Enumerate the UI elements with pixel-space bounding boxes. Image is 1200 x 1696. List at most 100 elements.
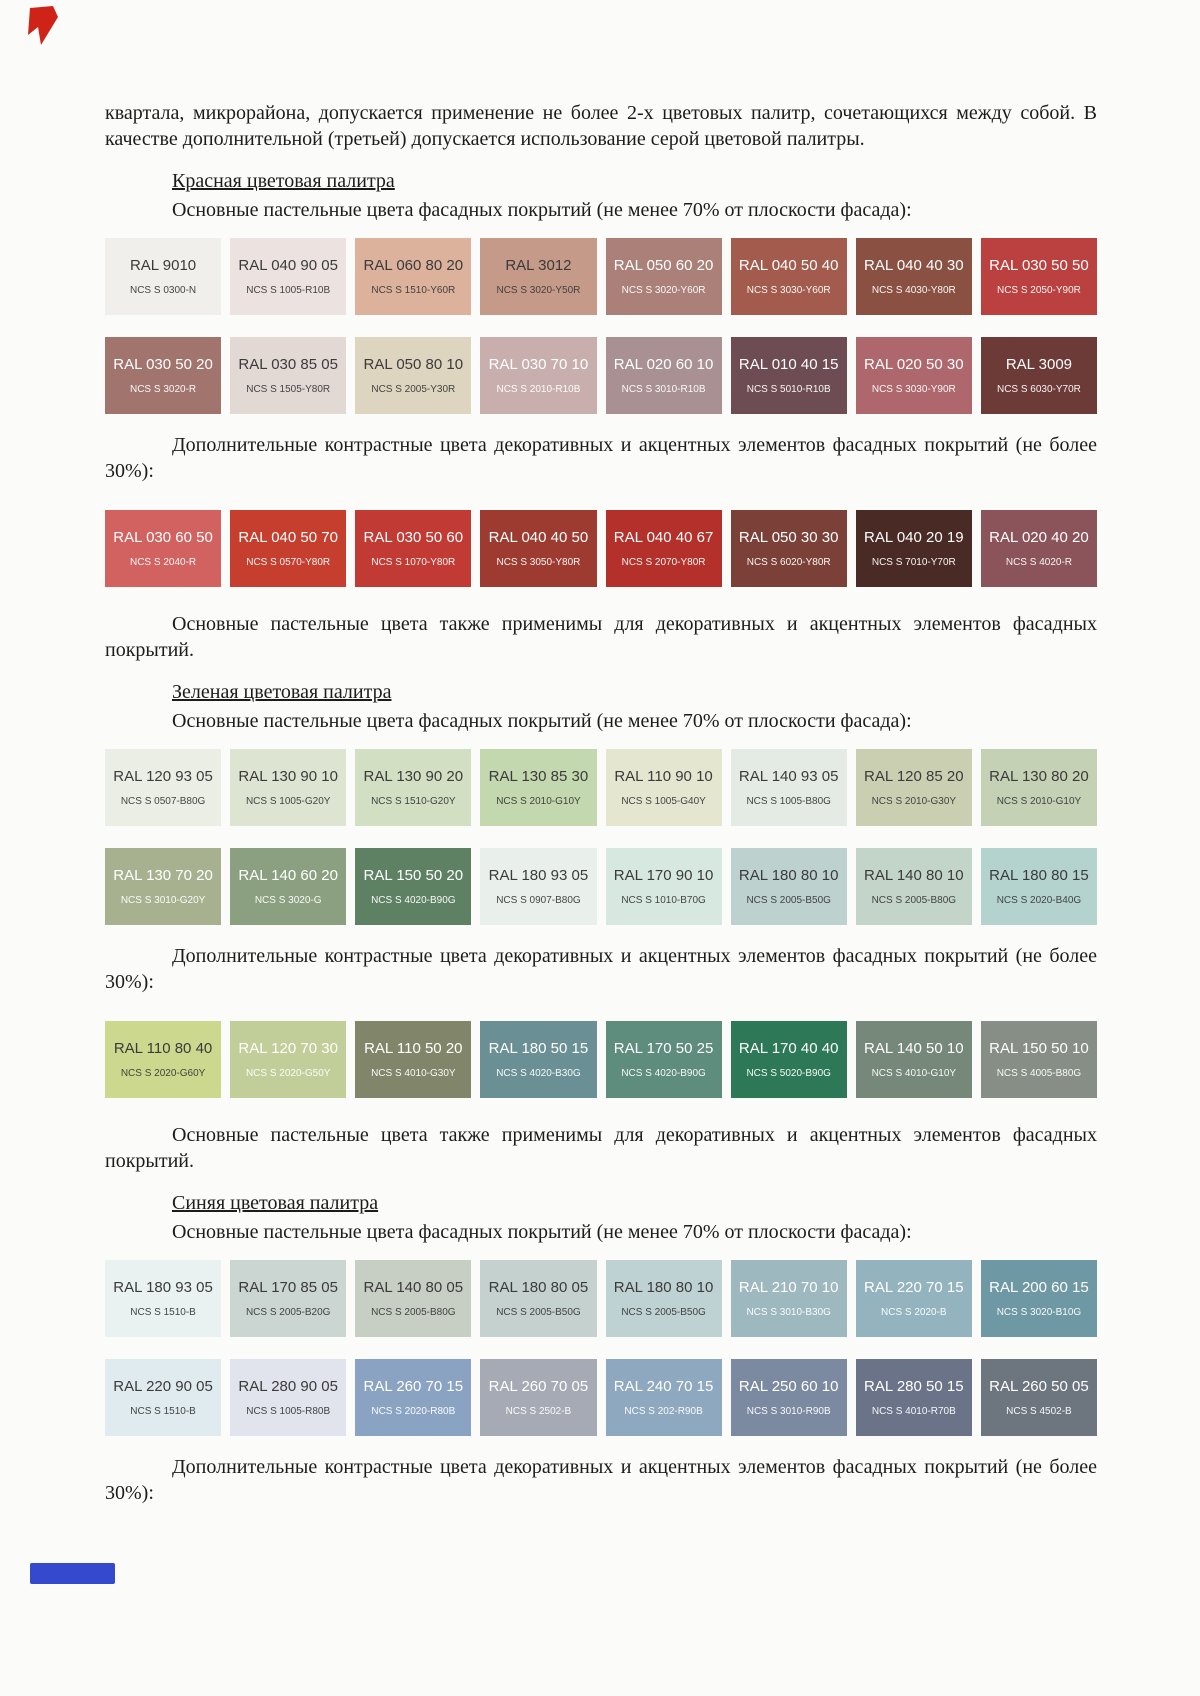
ncs-code: NCS S 3030-Y90R [871, 383, 956, 395]
ral-code: RAL 220 90 05 [113, 1377, 213, 1395]
color-swatch: RAL 130 90 10 NCS S 1005-G20Y [230, 749, 347, 826]
color-swatch: RAL 3009 NCS S 6030-Y70R [980, 337, 1097, 414]
color-swatch: RAL 040 20 19 NCS S 7010-Y70R [855, 510, 972, 587]
contrast-colors-label: Дополнительные контрастные цвета декорат… [105, 434, 1097, 482]
color-swatch: RAL 220 90 05 NCS S 1510-B [105, 1359, 222, 1436]
ncs-code: NCS S 7010-Y70R [871, 556, 956, 568]
ncs-code: NCS S 3020-R [129, 383, 197, 395]
ral-code: RAL 130 80 20 [989, 767, 1089, 785]
color-swatch: RAL 170 90 10 NCS S 1010-B70G [605, 848, 722, 925]
color-swatch: RAL 030 60 50 NCS S 2040-R [105, 510, 222, 587]
color-swatch: RAL 050 30 30 NCS S 6020-Y80R [730, 510, 847, 587]
swatch-row: RAL 180 93 05 NCS S 1510-B RAL 170 85 05 NC… [105, 1260, 1097, 1337]
color-swatch: RAL 170 40 40 NCS S 5020-B90G [730, 1021, 847, 1098]
ral-code: RAL 140 80 10 [864, 866, 964, 884]
color-swatch: RAL 130 80 20 NCS S 2010-G10Y [980, 749, 1097, 826]
color-swatch: RAL 180 93 05 NCS S 0907-B80G [480, 848, 597, 925]
pastel-note: Основные пастельные цвета также применим… [105, 613, 1097, 661]
blue-bottom-bar [30, 1563, 115, 1584]
ncs-code: NCS S 4010-G30Y [371, 1067, 456, 1079]
ncs-code: NCS S 1005-R10B [246, 284, 331, 296]
ncs-code: NCS S 3050-Y80R [496, 556, 581, 568]
ral-code: RAL 060 80 20 [363, 256, 464, 274]
ral-code: RAL 110 90 10 [614, 767, 713, 785]
color-swatch: RAL 140 50 10 NCS S 4010-G10Y [855, 1021, 972, 1098]
swatch-row: RAL 030 60 50 NCS S 2040-R RAL 040 50 70 NC… [105, 510, 1097, 587]
color-swatch: RAL 140 60 20 NCS S 3020-G [230, 848, 347, 925]
ncs-code: NCS S 2050-Y90R [996, 284, 1081, 296]
ral-code: RAL 140 60 20 [238, 866, 338, 884]
color-swatch: RAL 180 80 10 NCS S 2005-B50G [605, 1260, 722, 1337]
ncs-code: NCS S 2020-G50Y [245, 1067, 331, 1079]
ncs-code: NCS S 1505-Y80R [246, 383, 331, 395]
ral-code: RAL 260 70 15 [363, 1377, 464, 1395]
document-content: квартала, микрорайона, допускается приме… [105, 100, 1097, 1506]
color-swatch: RAL 280 50 15 NCS S 4010-R70B [855, 1359, 972, 1436]
ncs-code: NCS S 1005-B80G [746, 795, 831, 807]
color-swatch: RAL 110 80 40 NCS S 2020-G60Y [105, 1021, 222, 1098]
ral-code: RAL 140 93 05 [738, 767, 839, 785]
ncs-code: NCS S 1510-B [130, 1306, 196, 1318]
ral-code: RAL 180 80 10 [738, 866, 839, 884]
ral-code: RAL 3012 [505, 256, 572, 274]
color-swatch: RAL 030 50 50 NCS S 2050-Y90R [980, 238, 1097, 315]
color-swatch: RAL 040 90 05 NCS S 1005-R10B [230, 238, 347, 315]
ral-code: RAL 150 50 10 [989, 1039, 1089, 1057]
ral-code: RAL 180 50 15 [488, 1039, 589, 1057]
ral-code: RAL 240 70 15 [613, 1377, 714, 1395]
ral-code: RAL 170 40 40 [738, 1039, 839, 1057]
ncs-code: NCS S 0570-Y80R [246, 556, 331, 568]
ral-code: RAL 040 20 19 [864, 528, 964, 546]
ral-code: RAL 150 50 20 [363, 866, 464, 884]
color-swatch: RAL 030 50 20 NCS S 3020-R [105, 337, 222, 414]
color-swatch: RAL 020 60 10 NCS S 3010-R10B [605, 337, 722, 414]
ncs-code: NCS S 2005-B50G [746, 894, 831, 906]
intro-paragraph: квартала, микрорайона, допускается приме… [105, 102, 1097, 150]
ncs-code: NCS S 4020-R [1005, 556, 1072, 568]
ral-code: RAL 050 80 10 [363, 355, 464, 373]
ral-code: RAL 200 60 15 [989, 1278, 1089, 1296]
ncs-code: NCS S 202-R90B [624, 1405, 703, 1417]
ral-code: RAL 9010 [129, 256, 197, 274]
ral-code: RAL 020 60 10 [613, 355, 714, 373]
color-swatch: RAL 020 50 30 NCS S 3030-Y90R [855, 337, 972, 414]
ncs-code: NCS S 2010-G10Y [996, 795, 1082, 807]
main-colors-label: Основные пастельные цвета фасадных покры… [172, 199, 912, 221]
ral-code: RAL 050 30 30 [738, 528, 839, 546]
color-swatch: RAL 260 70 05 NCS S 2502-B [480, 1359, 597, 1436]
contrast-colors-label: Дополнительные контрастные цвета декорат… [105, 1456, 1097, 1504]
ral-code: RAL 120 70 30 [238, 1039, 338, 1057]
ncs-code: NCS S 1510-G20Y [371, 795, 456, 807]
color-swatch: RAL 130 70 20 NCS S 3010-G20Y [105, 848, 222, 925]
ral-code: RAL 3009 [1005, 355, 1073, 373]
color-swatch: RAL 260 70 15 NCS S 2020-R80B [355, 1359, 472, 1436]
ncs-code: NCS S 0507-B80G [120, 795, 206, 807]
color-swatch: RAL 130 90 20 NCS S 1510-G20Y [355, 749, 472, 826]
color-swatch: RAL 050 60 20 NCS S 3020-Y60R [605, 238, 722, 315]
color-swatch: RAL 180 80 05 NCS S 2005-B50G [480, 1260, 597, 1337]
color-swatch: RAL 040 40 50 NCS S 3050-Y80R [480, 510, 597, 587]
ral-code: RAL 140 80 05 [363, 1278, 464, 1296]
ral-code: RAL 210 70 10 [738, 1278, 839, 1296]
ral-code: RAL 040 50 70 [238, 528, 338, 546]
ral-code: RAL 040 40 50 [488, 528, 589, 546]
red-corner-mark [28, 6, 60, 46]
color-swatch: RAL 260 50 05 NCS S 4502-B [980, 1359, 1097, 1436]
ncs-code: NCS S 4010-R70B [871, 1405, 956, 1417]
ncs-code: NCS S 2010-G10Y [496, 795, 581, 807]
main-colors-label: Основные пастельные цвета фасадных покры… [172, 710, 912, 732]
ncs-code: NCS S 2010-R10B [496, 383, 581, 395]
ral-code: RAL 180 80 15 [989, 866, 1089, 884]
ral-code: RAL 180 80 05 [488, 1278, 589, 1296]
color-swatch: RAL 180 80 10 NCS S 2005-B50G [730, 848, 847, 925]
ral-code: RAL 020 40 20 [989, 528, 1089, 546]
palette-section-blue: Синяя цветовая палитра Основные пастельны… [105, 1190, 1097, 1506]
ral-code: RAL 130 90 20 [363, 767, 464, 785]
red-corner-mark-shape [28, 6, 58, 45]
palette-section-red: Красная цветовая палитра Основные пастель… [105, 168, 1097, 663]
ncs-code: NCS S 1510-B [130, 1405, 196, 1417]
ncs-code: NCS S 2020-G60Y [120, 1067, 206, 1079]
ral-code: RAL 250 60 10 [738, 1377, 839, 1395]
ncs-code: NCS S 6020-Y80R [746, 556, 831, 568]
